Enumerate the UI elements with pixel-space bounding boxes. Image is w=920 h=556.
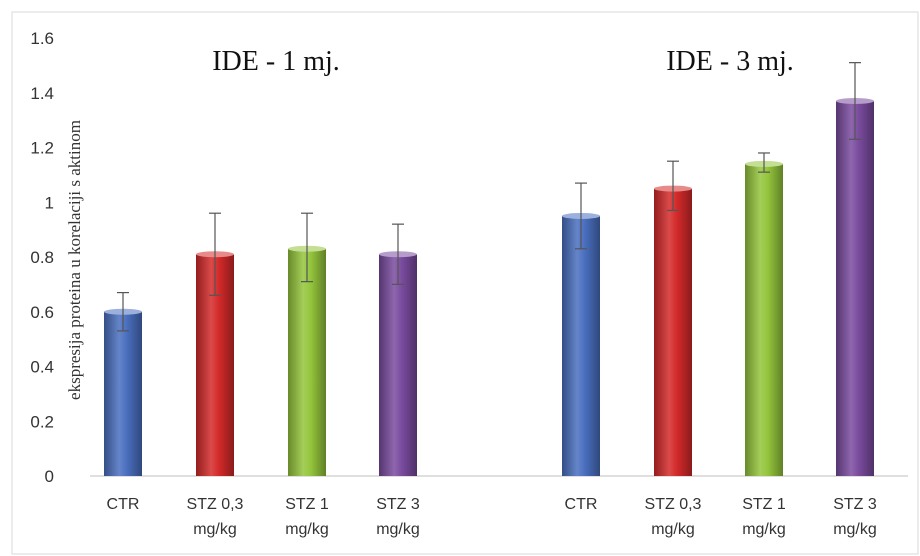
category-label: STZ 0,3	[187, 496, 244, 513]
category-label: STZ 3	[376, 496, 420, 513]
error-bars	[117, 62, 861, 332]
category-label: mg/kg	[833, 521, 877, 538]
category-label: mg/kg	[285, 521, 329, 538]
bar	[379, 254, 417, 476]
category-label: mg/kg	[193, 521, 237, 538]
category-label: CTR	[107, 496, 140, 513]
y-tick-label: 0	[45, 467, 54, 486]
y-tick-label: 0.8	[30, 248, 54, 267]
y-tick-label: 1	[45, 193, 54, 212]
group-title: IDE - 3 mj.	[666, 46, 794, 77]
category-labels: CTR STZ 0,3 mg/kg STZ 1 mg/kg STZ 3 mg/kg CTR ST…	[107, 496, 877, 538]
group-title: IDE - 1 mj.	[212, 46, 340, 77]
bar	[104, 311, 142, 476]
y-tick-label: 0.4	[30, 358, 54, 377]
bar	[836, 100, 874, 477]
y-axis-label: ekspresija proteina u korelaciji s aktin…	[65, 120, 84, 400]
y-tick-label: 0.6	[30, 303, 54, 322]
category-label: mg/kg	[376, 521, 420, 538]
category-label: STZ 0,3	[645, 496, 702, 513]
bar	[745, 163, 783, 477]
y-tick-label: 0.2	[30, 412, 54, 431]
category-label: mg/kg	[651, 521, 695, 538]
y-tick-label: 1.6	[30, 29, 54, 48]
group-titles: IDE - 1 mj. IDE - 3 mj.	[212, 46, 794, 77]
category-label: mg/kg	[742, 521, 786, 538]
y-tick-label: 1.4	[30, 84, 54, 103]
bar	[654, 188, 692, 476]
category-label: STZ 3	[833, 496, 877, 513]
bars	[104, 97, 874, 477]
category-label: STZ 1	[742, 496, 786, 513]
y-tick-labels: 0 0.2 0.4 0.6 0.8 1 1.2 1.4 1.6	[30, 29, 54, 486]
category-label: CTR	[565, 496, 598, 513]
bar	[562, 215, 600, 476]
y-tick-label: 1.2	[30, 139, 54, 158]
bar	[288, 248, 326, 476]
category-label: STZ 1	[285, 496, 329, 513]
